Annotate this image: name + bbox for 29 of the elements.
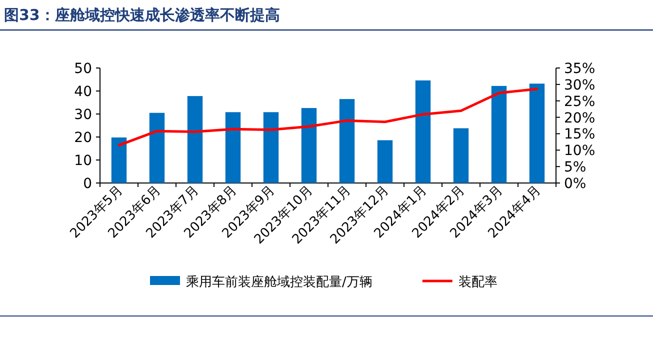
legend-label: 装配率 xyxy=(458,274,498,290)
bar xyxy=(529,84,545,183)
bar xyxy=(491,86,507,183)
bar xyxy=(187,96,203,183)
bar xyxy=(111,137,127,183)
y2-tick-label: 5% xyxy=(564,160,586,176)
bar xyxy=(301,108,317,183)
bar xyxy=(263,112,279,183)
y-tick-label: 0 xyxy=(83,176,92,192)
y-tick-label: 30 xyxy=(74,107,92,123)
y-tick-label: 10 xyxy=(74,153,92,169)
bar xyxy=(225,112,241,183)
y2-tick-label: 30% xyxy=(564,77,596,94)
bar xyxy=(339,99,355,183)
y2-tick-label: 10% xyxy=(564,143,596,160)
chart-title: 图33：座舱域控快速成长渗透率不断提高 xyxy=(4,6,280,24)
legend-label: 乘用车前装座舱域控装配量/万辆 xyxy=(186,274,372,290)
y-tick-label: 20 xyxy=(74,130,92,146)
y-tick-label: 50 xyxy=(74,61,92,77)
y2-tick-label: 35% xyxy=(564,61,596,77)
y-tick-label: 40 xyxy=(74,84,92,100)
y2-tick-label: 20% xyxy=(564,110,596,126)
bar xyxy=(149,112,165,183)
bar xyxy=(453,128,469,183)
y2-tick-label: 15% xyxy=(564,126,596,143)
y2-tick-label: 25% xyxy=(564,94,596,110)
y2-tick-label: 0% xyxy=(564,176,586,192)
bar xyxy=(377,140,393,183)
bar xyxy=(415,80,431,183)
